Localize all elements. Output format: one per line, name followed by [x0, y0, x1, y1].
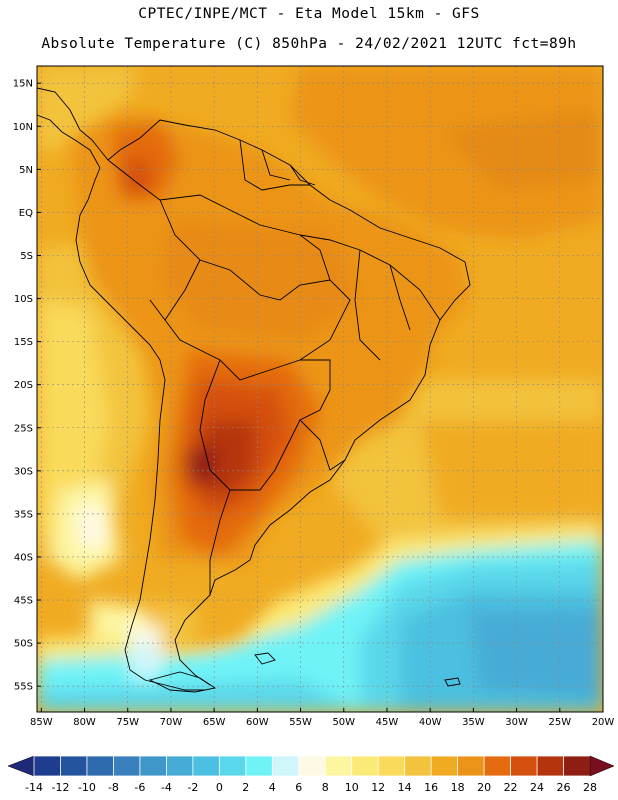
lat-label: 20S: [14, 380, 33, 391]
colorbar-label: 4: [269, 781, 276, 794]
temperature-field: [37, 66, 603, 712]
colorbar-label: 12: [371, 781, 385, 794]
lat-label: 15N: [13, 79, 33, 90]
colorbar-swatch: [536, 755, 565, 777]
map-title: CPTEC/INPE/MCT - Eta Model 15km - GFS: [138, 6, 480, 22]
lon-label: 25W: [548, 717, 571, 728]
lat-label: 5S: [20, 251, 33, 262]
colorbar-label: 18: [451, 781, 465, 794]
colorbar-swatch: [192, 755, 221, 777]
lon-label: 80W: [73, 717, 96, 728]
colorbar-low-arrow: [7, 755, 35, 777]
colorbar-label: 24: [530, 781, 544, 794]
colorbar-label: 10: [345, 781, 359, 794]
coastline: [36, 87, 471, 693]
lat-label: 45S: [14, 596, 33, 607]
colorbar-label: 8: [322, 781, 329, 794]
colorbar-label: 20: [477, 781, 491, 794]
colorbar-swatch: [33, 755, 62, 777]
lat-label: 30S: [14, 466, 33, 477]
lon-label: 20W: [592, 717, 615, 728]
lon-label: 65W: [203, 717, 226, 728]
lat-label: 25S: [14, 423, 33, 434]
lon-label: 35W: [462, 717, 485, 728]
lon-label: 30W: [505, 717, 528, 728]
lon-label: 60W: [246, 717, 269, 728]
colorbar-label: -2: [187, 781, 198, 794]
colorbar-swatch: [218, 755, 247, 777]
colorbar: -14 -12 -10 -8 -6 -4 -2 0 2 4 6 8 10 12 14 16 18 20 22 24 26…: [7, 755, 615, 794]
colorbar-label: 28: [583, 781, 597, 794]
colorbar-label: -12: [51, 781, 69, 794]
colorbar-swatch: [324, 755, 353, 777]
colorbar-label: 26: [557, 781, 571, 794]
lon-label: 45W: [376, 717, 399, 728]
lon-label: 55W: [289, 717, 312, 728]
colorbar-swatch: [245, 755, 273, 777]
lon-label: 85W: [30, 717, 53, 728]
map-subtitle: Absolute Temperature (C) 850hPa - 24/02/…: [41, 36, 577, 52]
lon-label: 70W: [160, 717, 183, 728]
colorbar-swatch: [86, 755, 115, 777]
colorbar-swatch: [113, 755, 141, 777]
colorbar-swatch: [165, 755, 194, 777]
lat-label: 50S: [14, 639, 33, 650]
colorbar-label: -6: [134, 781, 145, 794]
colorbar-swatch: [377, 755, 406, 777]
lat-label: 10S: [14, 294, 33, 305]
colorbar-label: 14: [398, 781, 412, 794]
longitude-labels: 85W 80W 75W 70W 65W 60W 55W 50W 45W 40W 35W 30W 25W 2…: [30, 708, 614, 728]
colorbar-swatch: [510, 755, 538, 777]
graticule: [37, 66, 604, 712]
lat-label: 15S: [14, 337, 33, 348]
colorbar-swatch: [60, 755, 88, 777]
colorbar-label: 6: [295, 781, 302, 794]
colorbar-label: 22: [504, 781, 518, 794]
colorbar-label: 16: [424, 781, 438, 794]
lon-label: 75W: [116, 717, 139, 728]
colorbar-swatch: [404, 755, 432, 777]
colorbar-high-arrow: [589, 755, 615, 777]
colorbar-swatch: [483, 755, 512, 777]
colorbar-label: 0: [216, 781, 223, 794]
colorbar-label: -4: [161, 781, 172, 794]
lat-label: EQ: [19, 208, 33, 219]
lat-label: 5N: [19, 165, 33, 176]
lat-label: 35S: [14, 509, 33, 520]
colorbar-swatch: [271, 755, 300, 777]
lat-label: 40S: [14, 552, 33, 563]
colorbar-swatch: [298, 755, 326, 777]
latitude-labels: 15N 10N 5N EQ 5S 10S 15S 20S 25S 30S 35S 40S 45S 50S 5…: [13, 79, 41, 693]
colorbar-swatch: [457, 755, 485, 777]
colorbar-label: -14: [25, 781, 43, 794]
colorbar-swatch: [430, 755, 459, 777]
colorbar-label: -8: [108, 781, 119, 794]
map-frame: [36, 65, 604, 713]
lon-label: 40W: [419, 717, 442, 728]
colorbar-label: -10: [78, 781, 96, 794]
colorbar-swatch: [351, 755, 379, 777]
colorbar-label: 2: [242, 781, 249, 794]
lon-label: 50W: [332, 717, 355, 728]
colorbar-swatch: [563, 755, 591, 777]
lat-label: 55S: [14, 682, 33, 693]
lat-label: 10N: [13, 122, 33, 133]
colorbar-swatch: [139, 755, 168, 777]
